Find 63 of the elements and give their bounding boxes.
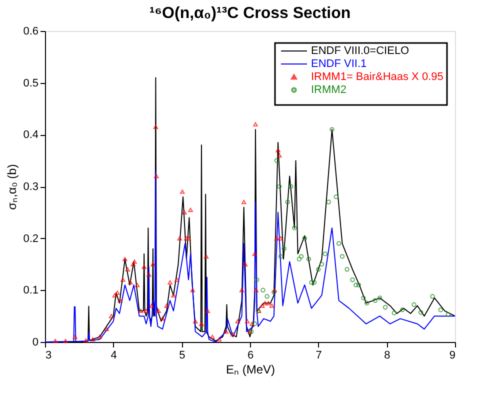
y-axis-title: σₙ,α₀ (b) [5, 164, 20, 210]
point [298, 254, 304, 259]
point [392, 310, 397, 316]
point [400, 307, 405, 312]
point [254, 277, 260, 282]
point [309, 280, 314, 285]
x-tick-label: 5 [179, 350, 186, 362]
point [302, 236, 308, 241]
point [282, 246, 287, 252]
x-tick-label: 4 [110, 350, 117, 362]
point [334, 194, 338, 200]
point [438, 307, 444, 312]
y-tick-label: 0 [32, 336, 38, 348]
point [350, 277, 355, 282]
point [364, 300, 370, 306]
point [326, 200, 331, 204]
legend-label: IRMM2 [311, 84, 346, 96]
point [372, 298, 378, 303]
point [292, 226, 297, 230]
point [322, 252, 328, 256]
point [277, 184, 282, 189]
point [272, 290, 276, 295]
point [340, 254, 345, 259]
point [382, 304, 388, 310]
point [316, 267, 321, 272]
chart-title: ¹⁶O(n,α₀)¹³C Cross Section [149, 5, 351, 22]
y-tick-label: 0.4 [23, 129, 38, 142]
point [344, 267, 350, 272]
point [354, 282, 358, 288]
legend-label: IRMM1= Bair&Haas X 0.95 [311, 71, 444, 83]
point [412, 302, 416, 308]
x-axis-title: Eₙ (MeV) [226, 362, 276, 376]
point [285, 200, 290, 204]
y-tick-label: 0.1 [23, 284, 38, 297]
point [361, 296, 366, 300]
x-tick-label: 7 [316, 350, 322, 362]
y-tick-label: 0.2 [23, 232, 38, 245]
y-tick-label: 0.6 [23, 26, 38, 38]
x-tick-label: 8 [384, 350, 390, 362]
point [288, 184, 294, 189]
point [264, 294, 270, 299]
x-tick-label: 6 [247, 350, 254, 362]
point [377, 296, 382, 300]
point [319, 262, 324, 267]
point [306, 256, 312, 262]
point [252, 321, 258, 326]
point [296, 256, 302, 262]
x-tick-label: 9 [449, 350, 456, 362]
point [330, 127, 334, 132]
y-tick-label: 0.3 [23, 181, 38, 193]
point [356, 282, 362, 288]
point [418, 310, 424, 315]
y-tick-label: 0.5 [23, 77, 38, 90]
point [312, 280, 317, 285]
point [278, 254, 284, 259]
point [430, 294, 435, 299]
legend-label: ENDF VII.1 [311, 58, 367, 70]
x-tick-label: 3 [46, 350, 52, 362]
point [260, 288, 266, 293]
point [336, 241, 342, 246]
legend-label: ENDF VIII.0=CIELO [311, 45, 410, 57]
point [446, 312, 451, 317]
point [274, 158, 280, 163]
